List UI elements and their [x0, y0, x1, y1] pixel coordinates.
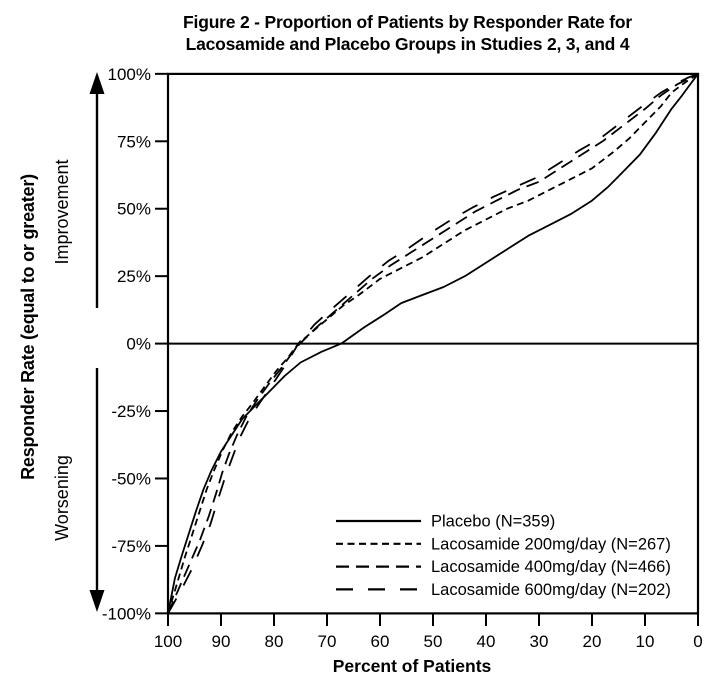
curve-placebo: [167, 73, 699, 614]
figure-title-line1: Figure 2 - Proportion of Patients by Res…: [183, 12, 632, 32]
legend-label: Lacosamide 200mg/day (N=267): [431, 535, 671, 553]
figure-title: Figure 2 - Proportion of Patients by Res…: [135, 11, 680, 55]
legend-label: Lacosamide 400mg/day (N=466): [431, 558, 671, 576]
curve-lacosamide-600: [167, 73, 699, 614]
data-curves: [167, 73, 699, 614]
x-tick-label: 10: [636, 632, 655, 651]
y-tick-label: -75%: [111, 537, 151, 556]
worsening-arrow-icon: [89, 368, 105, 612]
y-tick-label: 25%: [117, 267, 151, 286]
y-tick-label: -25%: [111, 402, 151, 421]
improvement-arrow-icon: [89, 72, 105, 308]
y-tick-label: -50%: [111, 469, 151, 488]
x-tick-label: 60: [371, 632, 390, 651]
x-tick-label: 100: [154, 632, 182, 651]
x-tick-label: 0: [693, 632, 702, 651]
improvement-label: Improvement: [52, 159, 72, 264]
y-axis-ticks: 100% 75% 50% 25% 0% -25% -50% -75% -100%: [102, 65, 168, 623]
curve-lacosamide-400: [167, 73, 699, 614]
legend-item-lacosamide-600: Lacosamide 600mg/day (N=202): [336, 581, 671, 599]
legend-item-placebo: Placebo (N=359): [336, 513, 555, 531]
y-tick-label: 50%: [117, 200, 151, 219]
x-tick-label: 40: [477, 632, 496, 651]
y-tick-label: 75%: [117, 132, 151, 151]
legend-item-lacosamide-400: Lacosamide 400mg/day (N=466): [336, 558, 671, 576]
x-tick-label: 90: [212, 632, 231, 651]
x-tick-label: 80: [265, 632, 284, 651]
legend-item-lacosamide-200: Lacosamide 200mg/day (N=267): [336, 535, 671, 553]
worsening-label: Worsening: [52, 455, 72, 541]
curve-lacosamide-200: [167, 73, 699, 614]
x-axis-title: Percent of Patients: [333, 656, 492, 676]
y-tick-label: 0%: [126, 335, 151, 354]
y-tick-label: 100%: [108, 65, 151, 84]
legend-label: Placebo (N=359): [431, 513, 555, 531]
x-tick-label: 20: [583, 632, 602, 651]
y-axis-title: Responder Rate (equal to or greater): [18, 174, 38, 480]
legend: Placebo (N=359) Lacosamide 200mg/day (N=2…: [336, 513, 671, 599]
figure-title-line2: Lacosamide and Placebo Groups in Studies…: [185, 34, 630, 54]
x-tick-label: 50: [424, 632, 443, 651]
x-tick-label: 30: [530, 632, 549, 651]
x-tick-label: 70: [318, 632, 337, 651]
x-axis-ticks: 100 90 80 70 60 50 40 30 20 10 0: [154, 613, 703, 651]
y-tick-label: -100%: [102, 604, 151, 623]
legend-label: Lacosamide 600mg/day (N=202): [431, 581, 671, 599]
